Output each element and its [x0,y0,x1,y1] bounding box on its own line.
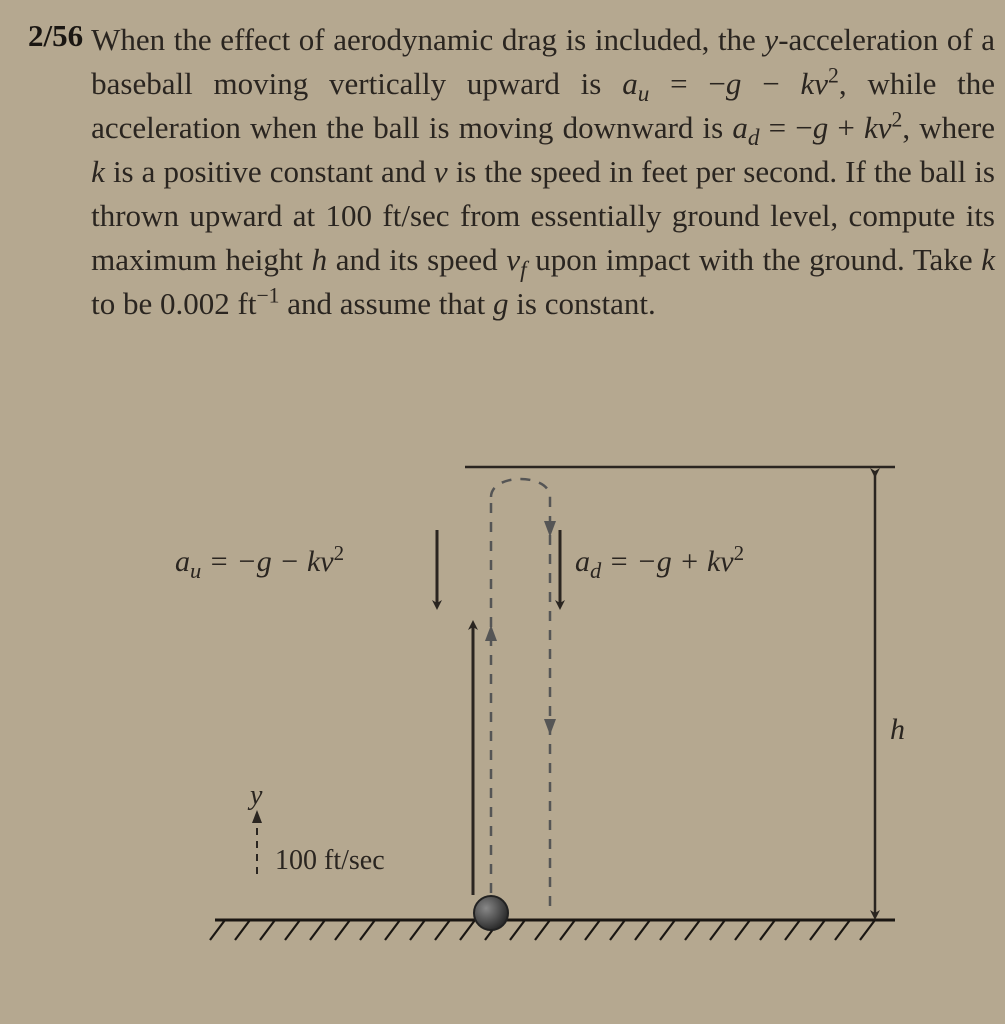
equation-upward: au = −g − kv2 [175,545,344,579]
up-caret-icon [485,625,497,641]
ground-hatching [210,920,875,940]
problem-block: 2/56 When the effect of aerodynamic drag… [28,18,995,326]
down-caret-icon-2 [544,521,556,537]
height-label: h [890,713,905,747]
problem-number: 2/56 [28,18,83,54]
equation-downward: ad = −g + kv2 [575,545,744,579]
trajectory-apex [491,479,550,497]
diagram-svg [155,445,935,1005]
down-caret-icon [544,719,556,735]
baseball-icon [473,895,509,931]
initial-velocity-label: 100 ft/sec [275,845,385,877]
y-axis-label: y [250,780,262,812]
diagram-container: au = −g − kv2 ad = −g + kv2 y 100 ft/sec… [155,445,935,1005]
problem-text: When the effect of aerodynamic drag is i… [91,18,995,326]
